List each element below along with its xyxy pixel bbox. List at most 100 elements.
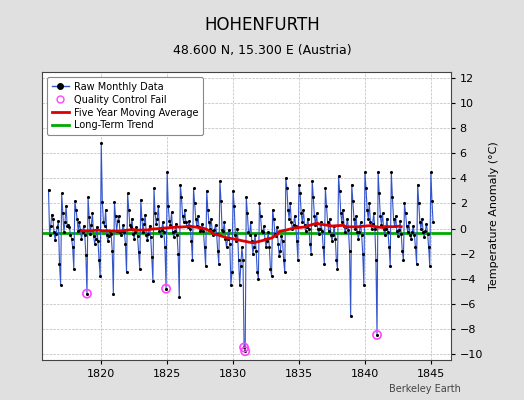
Point: [295, 182, 303, 188]
Point: [265, 244, 274, 250]
Point: [114, 218, 122, 224]
Point: [120, 229, 128, 236]
Point: [356, 219, 365, 226]
Point: [310, 213, 319, 219]
Point: [354, 235, 363, 242]
Point: [59, 210, 67, 217]
Point: [135, 249, 143, 256]
Point: [155, 228, 163, 234]
Point: [328, 238, 336, 244]
Point: [367, 225, 376, 232]
Point: [193, 223, 201, 229]
Point: [286, 200, 294, 207]
Point: [288, 225, 297, 232]
Point: [249, 250, 257, 257]
Point: [137, 196, 145, 203]
Point: [60, 229, 68, 236]
Point: [72, 206, 80, 213]
Point: [319, 244, 328, 250]
Point: [147, 234, 155, 240]
Point: [317, 219, 325, 226]
Point: [246, 219, 255, 226]
Point: [407, 235, 416, 242]
Point: [308, 178, 316, 184]
Point: [108, 248, 116, 254]
Point: [98, 199, 106, 206]
Point: [297, 210, 305, 217]
Point: [357, 232, 366, 238]
Point: [63, 223, 71, 229]
Point: [185, 218, 193, 224]
Point: [140, 220, 148, 227]
Point: [228, 269, 236, 276]
Point: [154, 203, 162, 209]
Point: [196, 228, 204, 234]
Point: [239, 257, 247, 263]
Point: [165, 218, 173, 224]
Point: [331, 235, 340, 242]
Point: [399, 257, 408, 263]
Point: [227, 282, 235, 288]
Point: [203, 188, 211, 194]
Point: [326, 232, 335, 238]
Point: [263, 238, 271, 244]
Point: [127, 224, 135, 230]
Point: [125, 206, 133, 213]
Point: [355, 229, 364, 236]
Point: [84, 194, 92, 200]
Point: [133, 233, 141, 239]
Point: [277, 233, 286, 239]
Point: [148, 254, 156, 260]
Point: [372, 257, 380, 263]
Point: [67, 232, 75, 238]
Point: [113, 228, 121, 234]
Point: [45, 186, 53, 193]
Point: [234, 257, 243, 263]
Point: [195, 224, 203, 230]
Point: [315, 225, 324, 232]
Point: [369, 210, 378, 217]
Point: [375, 190, 384, 197]
Point: [341, 229, 350, 236]
Point: [158, 226, 166, 233]
Point: [337, 219, 346, 226]
Point: [162, 286, 170, 292]
Point: [279, 257, 288, 263]
Point: [424, 244, 433, 250]
Point: [192, 215, 200, 222]
Point: [88, 210, 96, 217]
Point: [322, 203, 331, 209]
Point: [237, 263, 245, 269]
Point: [204, 206, 212, 213]
Point: [52, 230, 60, 237]
Point: [272, 233, 280, 239]
Point: [278, 238, 287, 244]
Point: [223, 235, 232, 242]
Point: [152, 220, 160, 227]
Point: [374, 169, 383, 175]
Point: [61, 219, 69, 226]
Point: [386, 263, 395, 269]
Point: [197, 225, 205, 232]
Point: [271, 230, 279, 237]
Point: [332, 257, 341, 263]
Point: [403, 229, 412, 236]
Point: [335, 188, 344, 194]
Point: [275, 253, 283, 259]
Point: [348, 198, 357, 204]
Point: [325, 215, 334, 222]
Point: [231, 232, 239, 238]
Point: [226, 240, 234, 247]
Point: [309, 194, 318, 200]
Point: [397, 230, 406, 237]
Point: [296, 190, 304, 197]
Point: [334, 173, 343, 179]
Point: [230, 203, 238, 209]
Point: [394, 233, 402, 239]
Point: [347, 182, 356, 188]
Point: [109, 290, 117, 297]
Point: [361, 169, 369, 175]
Point: [172, 220, 180, 227]
Point: [392, 228, 401, 234]
Point: [401, 210, 410, 217]
